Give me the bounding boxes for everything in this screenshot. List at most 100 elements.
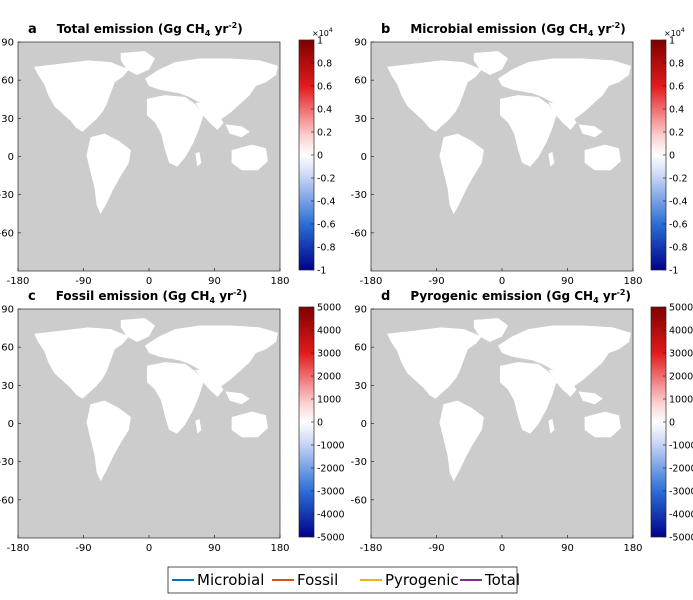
colorbar-exponent: ×104 bbox=[664, 27, 685, 38]
x-tick-label: 180 bbox=[270, 543, 289, 554]
panel-letter: b bbox=[381, 22, 390, 37]
y-tick-label: 60 bbox=[1, 76, 14, 87]
x-tick-label: 90 bbox=[208, 276, 221, 287]
colorbar-tick-label: -3000 bbox=[669, 487, 693, 498]
legend-label: Pyrogenic bbox=[385, 571, 459, 589]
colorbar-tick-label: -4000 bbox=[669, 510, 693, 521]
x-tick-label: -90 bbox=[428, 543, 444, 554]
y-tick-label: -60 bbox=[0, 228, 14, 239]
colorbar-tick-label: 0 bbox=[317, 418, 323, 429]
x-tick-label: -180 bbox=[360, 276, 383, 287]
y-tick-label: -60 bbox=[351, 495, 367, 506]
x-tick-label: -90 bbox=[75, 543, 91, 554]
y-tick-label: -30 bbox=[0, 190, 14, 201]
y-tick-label: 0 bbox=[361, 152, 367, 163]
x-tick-label: -180 bbox=[7, 543, 30, 554]
legend: Microbial Fossil Pyrogenic Total bbox=[167, 566, 520, 594]
x-tick-label: 90 bbox=[561, 543, 574, 554]
colorbar-tick-label: -2000 bbox=[669, 464, 693, 475]
colorbar: 5000 4000 3000 2000 1000 0 -1000 -2000 -3000 -400… bbox=[650, 303, 693, 544]
colorbar-tick-label: -0.8 bbox=[669, 243, 688, 254]
colorbar-tick-label: 0 bbox=[669, 151, 675, 162]
x-tick-label: 0 bbox=[146, 543, 152, 554]
x-tick-label: 180 bbox=[623, 543, 642, 554]
colorbar-tick-label: 1000 bbox=[669, 395, 693, 406]
y-tick-label: 30 bbox=[1, 381, 14, 392]
colorbar-tick-label: 0 bbox=[669, 418, 675, 429]
colorbar-tick-label: 4000 bbox=[669, 326, 693, 337]
x-tick-label: 90 bbox=[561, 276, 574, 287]
colorbar-tick-label: -1 bbox=[317, 266, 326, 277]
x-tick-label: -180 bbox=[360, 543, 383, 554]
colorbar-tick-label: 1 bbox=[669, 36, 675, 47]
colorbar-tick-label: 0 bbox=[317, 151, 323, 162]
y-tick-label: 90 bbox=[354, 305, 367, 316]
colorbar-tick-label: -0.4 bbox=[317, 197, 336, 208]
colorbar-tick-label: 5000 bbox=[669, 303, 693, 314]
colorbar-tick-label: 2000 bbox=[669, 372, 693, 383]
panel-title: d Pyrogenic emission (Gg CH4 yr-2) bbox=[381, 288, 631, 305]
legend-item: Total bbox=[460, 571, 520, 589]
colorbar-tick-label: -2000 bbox=[317, 464, 345, 475]
colorbar-tick-label: -5000 bbox=[317, 533, 345, 544]
colorbar-tick-label: -0.2 bbox=[317, 174, 336, 185]
colorbar-tick-label: 0.6 bbox=[669, 82, 684, 93]
colorbar-tick-label: 1 bbox=[317, 36, 323, 47]
y-tick-label: 90 bbox=[1, 38, 14, 49]
y-tick-label: -30 bbox=[351, 190, 367, 201]
colorbar-tick-label: -1 bbox=[669, 266, 678, 277]
colorbar-tick-label: 0.8 bbox=[317, 59, 332, 70]
legend-box bbox=[167, 566, 518, 594]
colorbar-tick-label: 0.4 bbox=[669, 105, 684, 116]
colorbar-tick-label: 0.4 bbox=[317, 105, 332, 116]
panel-title: c Fossil emission (Gg CH4 yr-2) bbox=[28, 288, 247, 305]
colorbar-tick-label: 3000 bbox=[317, 349, 341, 360]
colorbar-tick-label: -0.6 bbox=[669, 220, 688, 231]
colorbar-tick-label: -0.6 bbox=[317, 220, 336, 231]
legend-item: Microbial bbox=[172, 571, 264, 589]
x-tick-label: -90 bbox=[75, 276, 91, 287]
y-tick-label: -30 bbox=[351, 457, 367, 468]
colorbar-tick-label: 0.2 bbox=[317, 128, 332, 139]
y-tick-label: 60 bbox=[354, 343, 367, 354]
y-tick-label: 90 bbox=[354, 38, 367, 49]
panel-title: a Total emission (Gg CH4 yr-2) bbox=[28, 21, 243, 38]
y-tick-label: -60 bbox=[351, 228, 367, 239]
y-tick-label: 30 bbox=[1, 114, 14, 125]
legend-label: Fossil bbox=[297, 571, 338, 589]
y-tick-label: -60 bbox=[0, 495, 14, 506]
colorbar-tick-label: -1000 bbox=[317, 441, 345, 452]
colorbar-tick-label: 4000 bbox=[317, 326, 341, 337]
x-tick-label: -180 bbox=[7, 276, 30, 287]
legend-item: Pyrogenic bbox=[360, 571, 459, 589]
colorbar-tick-label: -1000 bbox=[669, 441, 693, 452]
y-tick-label: 30 bbox=[354, 381, 367, 392]
panel-b: b Microbial emission (Gg CH4 yr-2) 90 60 30 0… bbox=[351, 21, 688, 287]
x-tick-label: 0 bbox=[499, 543, 505, 554]
panel-letter: c bbox=[28, 289, 36, 304]
y-tick-label: 60 bbox=[354, 76, 367, 87]
colorbar: 1 0.8 0.6 0.4 0.2 0 -0.2 -0.4 -0.6 -0.8 -1 ×104 bbox=[650, 27, 688, 277]
colorbar-tick-label: -0.2 bbox=[669, 174, 688, 185]
panel-d: d Pyrogenic emission (Gg CH4 yr-2)9060300… bbox=[351, 288, 693, 554]
x-tick-label: 180 bbox=[623, 276, 642, 287]
colorbar-tick-label: 3000 bbox=[669, 349, 693, 360]
colorbar-exponent: ×104 bbox=[312, 27, 333, 38]
colorbar-tick-label: -3000 bbox=[317, 487, 345, 498]
colorbar: 5000 4000 3000 2000 1000 0 -1000 -2000 -3000 -400… bbox=[298, 303, 345, 544]
colorbar-tick-label: 5000 bbox=[317, 303, 341, 314]
x-tick-label: -90 bbox=[428, 276, 444, 287]
colorbar-tick-label: 0.8 bbox=[669, 59, 684, 70]
y-tick-label: 0 bbox=[361, 419, 367, 430]
legend-label: Microbial bbox=[197, 571, 264, 589]
colorbar-tick-label: 0.2 bbox=[669, 128, 684, 139]
colorbar-tick-label: 0.6 bbox=[317, 82, 332, 93]
y-tick-label: 0 bbox=[8, 419, 14, 430]
y-tick-label: 60 bbox=[1, 343, 14, 354]
x-tick-label: 180 bbox=[270, 276, 289, 287]
y-tick-label: 0 bbox=[8, 152, 14, 163]
x-tick-label: 0 bbox=[146, 276, 152, 287]
